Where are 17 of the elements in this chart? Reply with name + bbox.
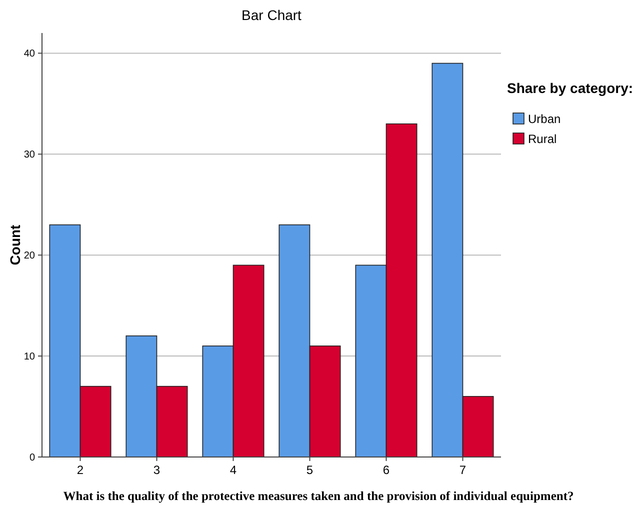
y-axis-title: Count [7, 224, 23, 266]
x-tick-label: 3 [153, 463, 160, 477]
y-tick-label: 10 [24, 352, 36, 363]
x-axis-title: What is the quality of the protective measures taken and the provision of individual equipment? [63, 489, 574, 503]
x-tick-label: 6 [382, 463, 390, 477]
x-tick-label: 2 [76, 463, 84, 477]
y-tick-label: 20 [24, 250, 36, 262]
y-tick-label: 0 [29, 452, 36, 464]
x-tick-label: 4 [230, 463, 237, 477]
legend-title: Share by category: [507, 80, 634, 96]
legend-label: Urban [528, 112, 561, 126]
x-tick-label: 5 [306, 463, 314, 477]
y-tick-label: 30 [24, 150, 36, 161]
y-tick-label: 40 [24, 48, 36, 60]
x-tick-label: 7 [459, 463, 466, 477]
legend-label: Rural [528, 132, 557, 146]
chart-title: Bar Chart [242, 7, 302, 23]
